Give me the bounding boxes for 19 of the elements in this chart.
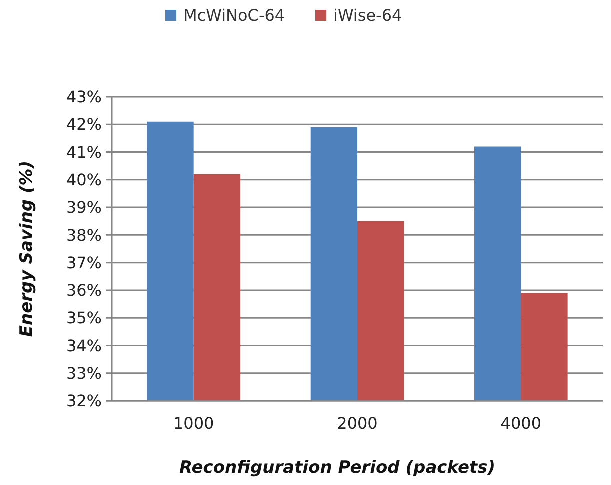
y-tick-label: 43% (66, 88, 102, 107)
x-axis-title: Reconfiguration Period (packets) (179, 458, 496, 478)
y-tick-label: 37% (66, 253, 102, 272)
x-tick-label: 4000 (500, 414, 542, 433)
y-axis-title: Energy Saving (%) (17, 160, 37, 338)
y-tick-label: 40% (66, 170, 102, 190)
y-tick-label: 41% (66, 142, 102, 162)
legend-label: McWiNoC-64 (184, 6, 286, 25)
y-tick-label: 39% (66, 198, 102, 218)
y-tick-label: 38% (66, 226, 102, 245)
legend-label: iWise-64 (334, 6, 402, 25)
x-tick-label: 1000 (173, 414, 214, 433)
y-tick-label: 32% (66, 392, 102, 411)
y-tick-label: 36% (66, 281, 102, 300)
x-tick-label: 2000 (337, 414, 378, 433)
y-tick-label: 33% (66, 364, 102, 383)
y-tick-label: 42% (66, 115, 102, 134)
y-tick-label: 34% (66, 336, 102, 356)
y-tick-label: 35% (66, 308, 102, 328)
